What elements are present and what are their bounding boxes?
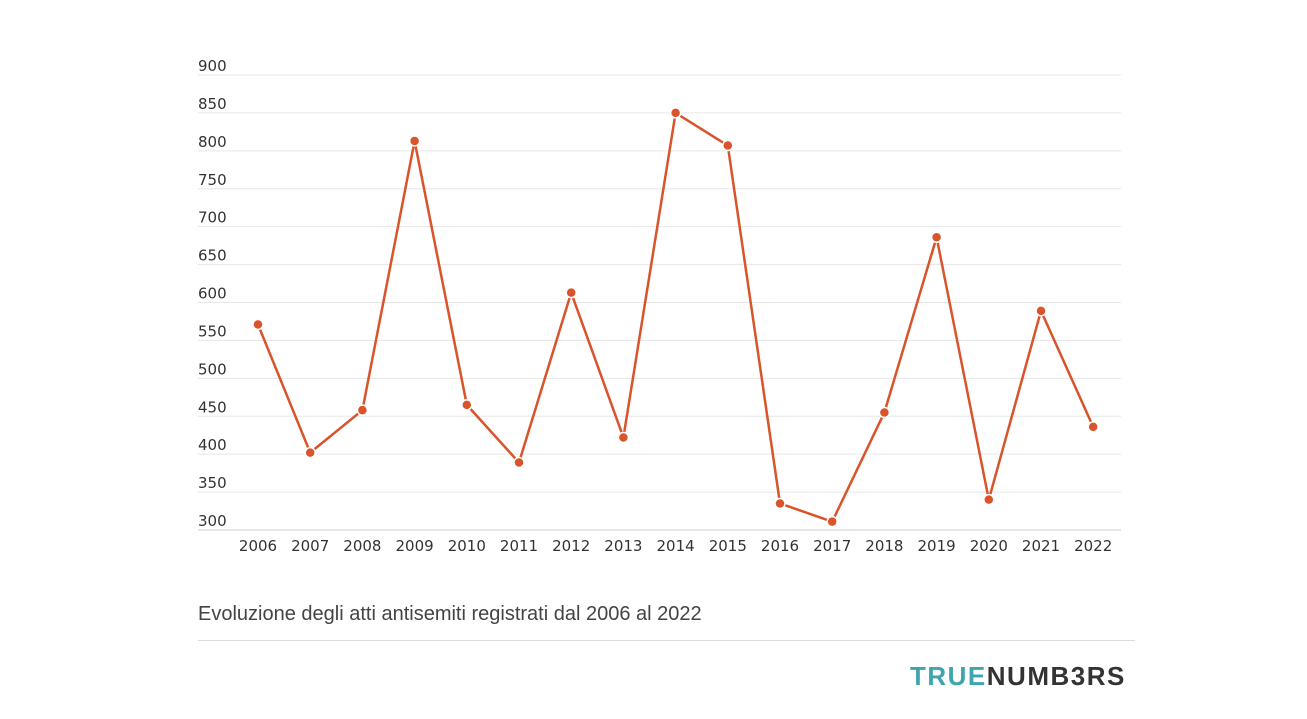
series-line	[256, 111, 1095, 523]
data-point	[252, 318, 264, 331]
data-point	[617, 431, 630, 444]
x-tick-label: 2018	[865, 537, 903, 555]
y-tick-label: 500	[198, 360, 227, 378]
y-tick-label: 350	[198, 474, 227, 492]
x-tick-label: 2007	[291, 537, 329, 555]
data-point	[356, 404, 369, 416]
y-tick-label: 600	[198, 285, 227, 303]
x-tick-label: 2010	[448, 537, 486, 555]
data-point	[1035, 305, 1047, 317]
data-point	[1087, 421, 1099, 433]
x-tick-label: 2015	[709, 537, 747, 555]
data-point	[304, 446, 316, 459]
x-tick-label: 2014	[657, 537, 695, 555]
x-tick-label: 2006	[239, 537, 277, 555]
y-tick-label: 700	[198, 209, 227, 227]
caption-divider	[198, 640, 1135, 641]
x-tick-label: 2009	[396, 537, 434, 555]
y-tick-label: 900	[198, 57, 227, 75]
y-tick-label: 550	[198, 322, 227, 340]
data-point	[826, 515, 838, 528]
brand-logo: TRUENUMB3RS	[910, 661, 1126, 692]
y-tick-label: 400	[198, 436, 227, 454]
x-tick-label: 2019	[918, 537, 956, 555]
data-point	[983, 493, 995, 506]
x-tick-label: 2022	[1074, 537, 1112, 555]
x-tick-label: 2012	[552, 537, 590, 555]
y-tick-label: 850	[198, 95, 227, 113]
chart-caption: Evoluzione degli atti antisemiti registr…	[198, 603, 702, 625]
y-tick-label: 450	[198, 398, 227, 416]
data-point	[774, 497, 786, 510]
x-tick-label: 2020	[970, 537, 1008, 555]
data-point	[565, 286, 577, 299]
y-tick-label: 650	[198, 247, 227, 265]
x-tick-label: 2013	[604, 537, 642, 555]
data-point	[408, 135, 421, 147]
data-point	[722, 139, 734, 152]
brand-logo-part2: NUMB3RS	[986, 661, 1126, 691]
x-tick-label: 2011	[500, 537, 538, 555]
x-tick-label: 2008	[343, 537, 381, 555]
y-tick-label: 300	[198, 512, 227, 530]
data-point	[878, 406, 891, 419]
data-point	[461, 399, 473, 411]
data-point	[669, 107, 682, 119]
x-tick-label: 2016	[761, 537, 799, 555]
data-point	[513, 456, 525, 469]
brand-logo-part1: TRUE	[910, 661, 987, 691]
x-tick-label: 2021	[1022, 537, 1060, 555]
y-tick-label: 800	[198, 133, 227, 151]
y-tick-label: 750	[198, 171, 227, 189]
x-tick-label: 2017	[813, 537, 851, 555]
data-point	[930, 231, 943, 244]
